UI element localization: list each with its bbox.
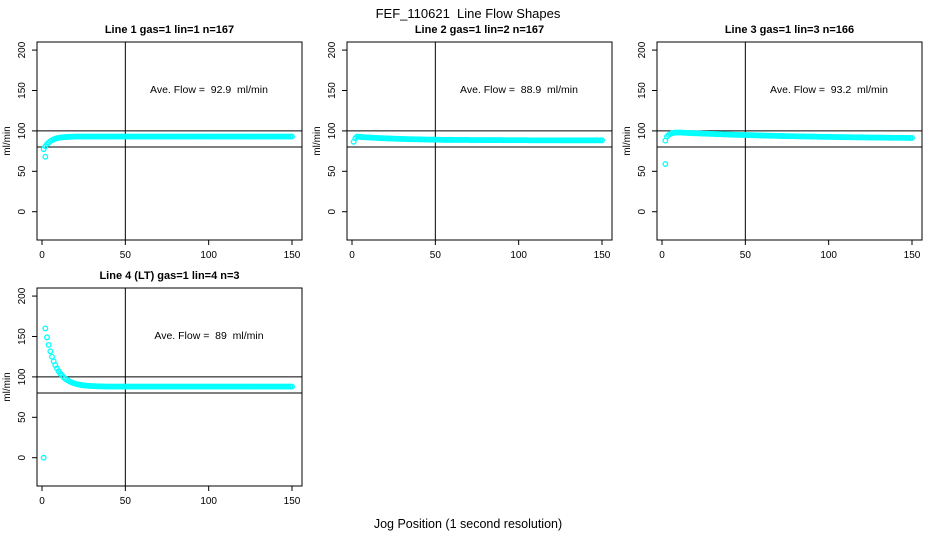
x-tick-label: 150 xyxy=(284,250,301,261)
y-tick-label: 0 xyxy=(17,454,28,460)
panel-1-ave-flow-annotation: Ave. Flow = 92.9 ml/min xyxy=(150,84,268,96)
y-tick-label: 0 xyxy=(327,208,338,214)
y-tick-label: 0 xyxy=(637,208,648,214)
data-point xyxy=(289,383,295,390)
x-axis-label: Jog Position (1 second resolution) xyxy=(373,517,563,531)
y-tick-label: 50 xyxy=(327,165,338,177)
y-tick-label: 100 xyxy=(17,122,28,139)
panel-3-title: Line 3 gas=1 lin=3 n=166 xyxy=(724,24,855,36)
plot-box xyxy=(346,41,613,241)
y-tick-label: 200 xyxy=(17,287,28,304)
x-tick-label: 150 xyxy=(284,496,301,507)
y-tick-label: 200 xyxy=(327,41,338,58)
main-title: FEF_110621 Line Flow Shapes xyxy=(375,6,561,21)
y-tick-label: 150 xyxy=(17,328,28,345)
y-tick-label: 200 xyxy=(637,41,648,58)
y-tick-label: 200 xyxy=(17,41,28,58)
data-point xyxy=(40,454,47,461)
y-tick-label: 150 xyxy=(637,82,648,99)
data-point xyxy=(599,137,605,144)
x-tick-label: 150 xyxy=(594,250,611,261)
y-tick-label: 50 xyxy=(17,411,28,423)
panel-2-title: Line 2 gas=1 lin=2 n=167 xyxy=(414,24,545,36)
x-tick-label: 50 xyxy=(120,496,132,507)
data-points xyxy=(350,133,605,145)
panel-4-ave-flow-annotation: Ave. Flow = 89 ml/min xyxy=(154,330,264,342)
data-point xyxy=(44,334,50,341)
panel-1-title: Line 1 gas=1 lin=1 n=167 xyxy=(104,24,235,36)
outlier-point xyxy=(662,161,669,167)
x-tick-label: 100 xyxy=(510,250,527,261)
y-tick-label: 0 xyxy=(17,208,28,214)
x-tick-label: 50 xyxy=(740,250,752,261)
panel-3: 0 50 100 150 0 50 100 150 200 ml/min xyxy=(622,41,923,261)
y-axis-title: ml/min xyxy=(2,372,13,401)
plot-box xyxy=(36,41,303,241)
data-points xyxy=(40,325,295,461)
x-tick-label: 0 xyxy=(349,250,355,261)
data-point xyxy=(49,353,55,360)
panel-4: 0 50 100 150 0 50 100 150 200 ml/min xyxy=(2,287,303,507)
x-tick-label: 150 xyxy=(904,250,921,261)
x-tick-label: 0 xyxy=(39,250,45,261)
y-axis-title: ml/min xyxy=(622,126,633,155)
panel-2: 0 50 100 150 0 50 100 150 200 ml/min xyxy=(312,41,613,261)
panel-2-ave-flow-annotation: Ave. Flow = 88.9 ml/min xyxy=(460,84,578,96)
x-tick-label: 100 xyxy=(200,250,217,261)
data-points xyxy=(40,133,295,160)
x-tick-label: 0 xyxy=(39,496,45,507)
data-point xyxy=(289,133,295,140)
y-tick-label: 50 xyxy=(637,165,648,177)
panel-1: 0 50 100 150 0 50 100 150 200 ml/min xyxy=(2,41,303,261)
y-tick-label: 100 xyxy=(17,368,28,385)
panel-3-ave-flow-annotation: Ave. Flow = 93.2 ml/min xyxy=(770,84,888,96)
x-tick-label: 50 xyxy=(430,250,442,261)
y-tick-label: 150 xyxy=(327,82,338,99)
x-tick-label: 50 xyxy=(120,250,132,261)
data-point xyxy=(909,134,915,141)
x-tick-label: 0 xyxy=(659,250,665,261)
data-point xyxy=(42,325,49,332)
plot-box xyxy=(656,41,923,241)
outlier-point xyxy=(42,153,49,160)
data-point xyxy=(47,348,54,355)
y-tick-label: 50 xyxy=(17,165,28,177)
panel-4-title: Line 4 (LT) gas=1 lin=4 n=3 xyxy=(99,270,240,282)
y-tick-label: 100 xyxy=(637,122,648,139)
x-tick-label: 100 xyxy=(820,250,837,261)
y-tick-label: 100 xyxy=(327,122,338,139)
y-axis-title: ml/min xyxy=(2,126,13,155)
data-points xyxy=(662,129,915,167)
data-point xyxy=(45,341,52,348)
y-tick-label: 150 xyxy=(17,82,28,99)
x-tick-label: 100 xyxy=(200,496,217,507)
y-axis-title: ml/min xyxy=(312,126,323,155)
plot-box xyxy=(36,287,303,487)
